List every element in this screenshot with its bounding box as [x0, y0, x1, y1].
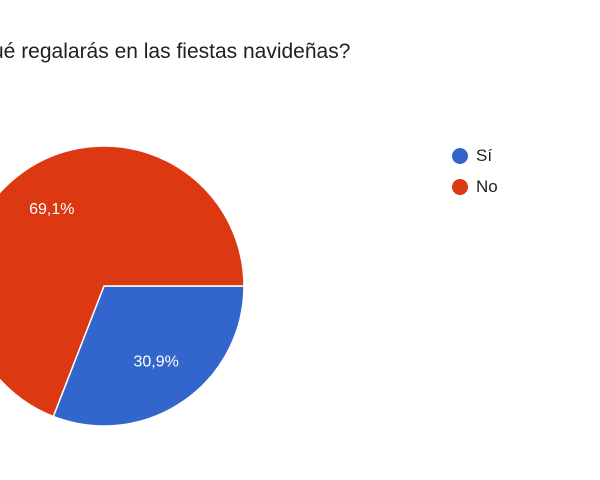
- pie-label-s-: 30,9%: [133, 353, 178, 370]
- pie-slices: [0, 145, 245, 427]
- legend-swatch-no: [452, 179, 468, 195]
- pie-slice-s-[interactable]: [52, 285, 245, 427]
- chart-title: ué regalarás en las fiestas navideñas?: [0, 40, 351, 63]
- pie-label-no: 69,1%: [29, 201, 74, 218]
- legend-label-no: No: [476, 177, 498, 196]
- pie-slice-no[interactable]: [0, 145, 245, 418]
- pie-labels: 30,9% 69,1%: [29, 201, 179, 371]
- legend: Sí No: [452, 145, 498, 207]
- legend-swatch-si: [452, 148, 468, 164]
- legend-label-si: Sí: [476, 146, 493, 165]
- legend-item-si[interactable]: Sí: [452, 145, 498, 167]
- legend-item-no[interactable]: No: [452, 176, 498, 198]
